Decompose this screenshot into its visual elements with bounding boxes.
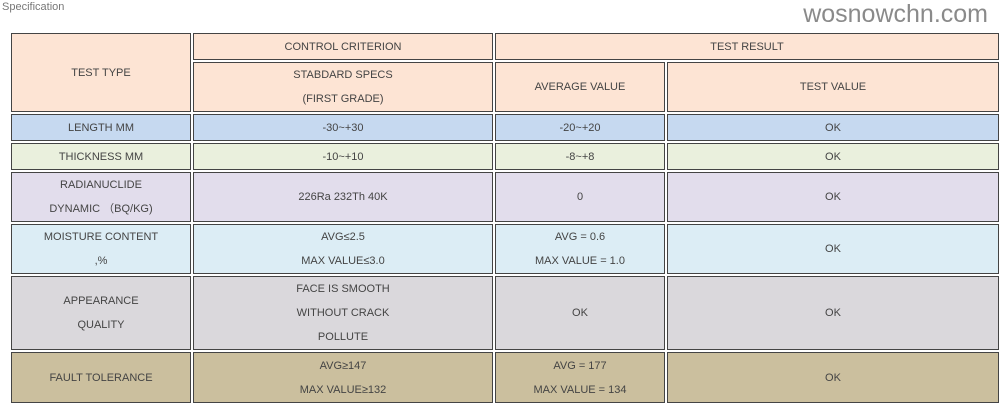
header-standard-specs-line: (FIRST GRADE)	[302, 93, 384, 105]
test-type-cell-line: LENGTH MM	[68, 121, 134, 134]
average-value-cell: 0	[495, 172, 665, 222]
standard-spec-cell-line: -30~+30	[322, 121, 364, 134]
header-average-value: AVERAGE VALUE	[495, 62, 665, 112]
standard-spec-cell-line: AVG≥147	[319, 359, 367, 372]
standard-spec-cell-line: AVG≤2.5	[321, 231, 365, 243]
average-value-cell-line: MAX VALUE = 134	[533, 383, 627, 396]
average-value-cell-line: -8~+8	[565, 150, 595, 163]
section-title: Specification	[2, 1, 65, 13]
test-type-cell-line: QUALITY	[77, 319, 125, 331]
header-row: TEST TYPE CONTROL CRITERION TEST RESULT	[11, 33, 999, 112]
specification-table: TEST TYPE CONTROL CRITERION TEST RESULT …	[9, 31, 1000, 405]
test-value-cell: OK	[667, 224, 999, 274]
standard-spec-cell: -30~+30	[193, 114, 493, 141]
test-value-cell: OK	[667, 352, 999, 403]
watermark: wosnowchn.com	[803, 0, 988, 28]
test-value-cell: OK	[667, 114, 999, 141]
standard-spec-cell-line: MAX VALUE≥132	[299, 383, 387, 396]
header-standard-specs: STABDARD SPECS (FIRST GRADE)	[193, 62, 493, 112]
header-test-value: TEST VALUE	[667, 62, 999, 112]
table-row: MOISTURE CONTENT,% AVG≤2.5 MAX VALUE≤3.0 AV…	[11, 224, 999, 274]
test-value-cell: OK	[667, 172, 999, 222]
average-value-cell-line: MAX VALUE = 1.0	[535, 255, 625, 267]
table-row: FAULT TOLERANCE AVG≥147 MAX VALUE≥132 AVG =…	[11, 352, 999, 403]
test-type-cell-line: RADIANUCLIDE	[60, 179, 142, 191]
test-type-cell-line: MOISTURE CONTENT	[43, 231, 159, 243]
test-value-cell: OK	[667, 276, 999, 350]
average-value-cell-line: OK	[572, 307, 588, 319]
test-type-cell: LENGTH MM	[11, 114, 191, 141]
standard-spec-cell: FACE IS SMOOTH WITHOUT CRACK POLLUTE	[193, 276, 493, 350]
standard-spec-cell-line: WITHOUT CRACK	[296, 307, 390, 319]
table-row: APPEARANCE QUALITY FACE IS SMOOTH WITHOUT C…	[11, 276, 999, 350]
header-standard-specs-line: STABDARD SPECS	[293, 69, 393, 81]
test-type-cell-line: DYNAMIC （BQ/KG)	[49, 203, 153, 215]
test-type-cell-line: ,%	[94, 255, 108, 267]
table-row: THICKNESS MM -10~+10 -8~+8 OK	[11, 143, 999, 170]
test-type-cell: RADIANUCLIDE DYNAMIC （BQ/KG)	[11, 172, 191, 222]
standard-spec-cell-line: MAX VALUE≤3.0	[301, 255, 385, 267]
standard-spec-cell: AVG≥147 MAX VALUE≥132	[193, 352, 493, 403]
test-type-cell: MOISTURE CONTENT,%	[11, 224, 191, 274]
test-value-cell: OK	[667, 143, 999, 170]
average-value-cell: -20~+20	[495, 114, 665, 141]
average-value-cell: OK	[495, 276, 665, 350]
subheader-row: STABDARD SPECS (FIRST GRADE) AVERAGE VAL…	[11, 62, 999, 112]
average-value-cell: AVG = 177 MAX VALUE = 134	[495, 352, 665, 403]
standard-spec-cell-line: 226Ra 232Th 40K	[298, 191, 388, 203]
test-type-cell: FAULT TOLERANCE	[11, 352, 191, 403]
test-type-cell: THICKNESS MM	[11, 143, 191, 170]
average-value-cell-line: AVG = 0.6	[554, 231, 606, 243]
standard-spec-cell-line: FACE IS SMOOTH	[296, 283, 390, 295]
test-type-cell-line: FAULT TOLERANCE	[49, 371, 153, 384]
standard-spec-cell: AVG≤2.5 MAX VALUE≤3.0	[193, 224, 493, 274]
average-value-cell-line: AVG = 177	[553, 359, 607, 372]
test-type-cell-line: THICKNESS MM	[58, 150, 144, 163]
standard-spec-cell: 226Ra 232Th 40K	[193, 172, 493, 222]
standard-spec-cell: -10~+10	[193, 143, 493, 170]
average-value-cell-line: 0	[576, 191, 584, 203]
average-value-cell-line: -20~+20	[559, 121, 601, 134]
standard-spec-cell-line: POLLUTE	[317, 331, 369, 343]
average-value-cell: -8~+8	[495, 143, 665, 170]
standard-spec-cell-line: -10~+10	[322, 150, 364, 163]
test-type-cell: APPEARANCE QUALITY	[11, 276, 191, 350]
header-test-type: TEST TYPE	[11, 33, 191, 112]
test-type-cell-line: APPEARANCE	[63, 295, 139, 307]
table-row: RADIANUCLIDE DYNAMIC （BQ/KG) 226Ra 232Th 4…	[11, 172, 999, 222]
average-value-cell: AVG = 0.6 MAX VALUE = 1.0	[495, 224, 665, 274]
header-control-criterion: CONTROL CRITERION	[193, 33, 493, 60]
table-row: LENGTH MM -30~+30 -20~+20 OK	[11, 114, 999, 141]
header-test-result: TEST RESULT	[495, 33, 999, 60]
